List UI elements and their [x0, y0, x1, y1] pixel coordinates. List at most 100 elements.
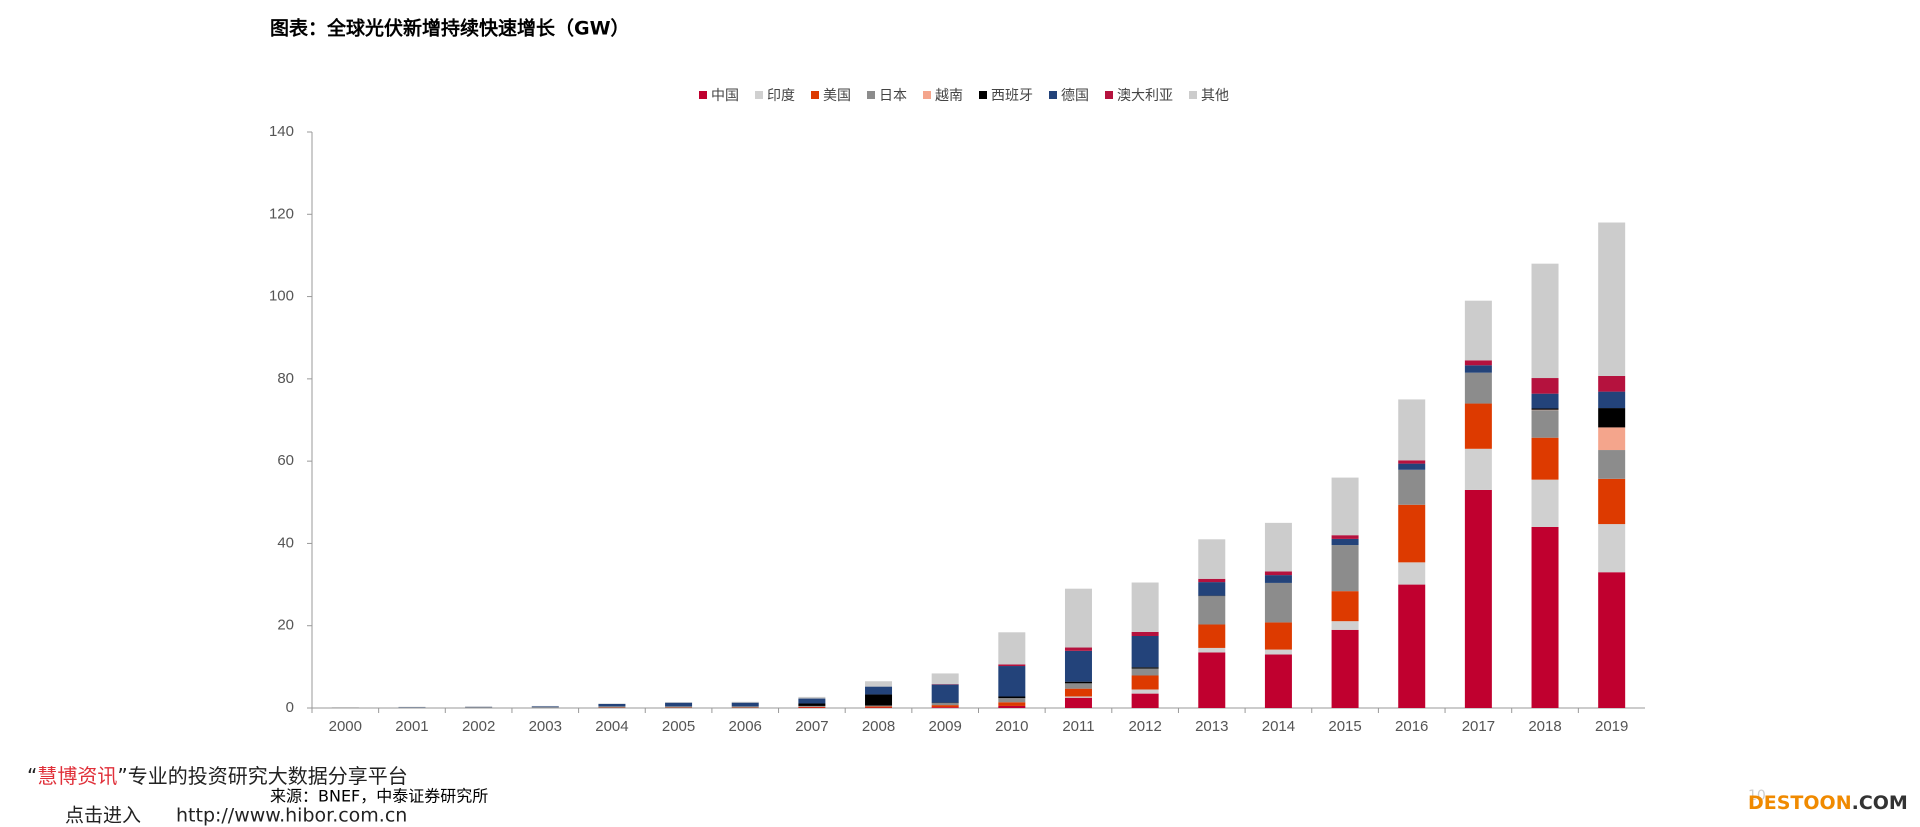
bar-segment	[998, 664, 1026, 667]
bar-segment	[1464, 365, 1492, 373]
bar-segment	[1531, 479, 1559, 527]
bar-segment	[1331, 621, 1359, 630]
bar-segment	[931, 684, 959, 703]
bar-segment	[1198, 578, 1226, 583]
bar-segment	[931, 705, 959, 708]
x-tick-label: 2003	[529, 718, 562, 735]
bar-segment	[1331, 538, 1359, 546]
bar-segment	[1531, 410, 1559, 438]
bar-segment	[931, 703, 959, 706]
bar-segment	[865, 681, 893, 687]
bar-segment	[1198, 539, 1226, 579]
bar-segment	[1531, 408, 1559, 410]
bar-segment	[998, 705, 1026, 708]
x-tick-label: 2016	[1395, 718, 1428, 735]
bar-segment	[1064, 697, 1092, 708]
bar-segment	[865, 686, 893, 695]
bar-segment	[1264, 582, 1292, 623]
enter-link[interactable]: 点击进入	[65, 805, 141, 827]
legend: 中国 印度 美国 日本 越南 西班牙 德国 澳大利亚 其他	[699, 88, 1229, 104]
bar-segment	[1464, 403, 1492, 449]
y-tick-label: 60	[277, 452, 294, 469]
legend-swatch	[1105, 91, 1113, 99]
bar-segment	[1598, 391, 1626, 409]
legend-label: 其他	[1201, 88, 1229, 104]
bar-segment	[998, 702, 1026, 706]
legend-swatch	[867, 91, 875, 99]
x-tick-label: 2002	[462, 718, 495, 735]
bar-segment	[1398, 399, 1426, 461]
y-tick-label: 140	[269, 123, 294, 140]
y-tick-label: 120	[269, 205, 294, 222]
logo-main: DESTOON	[1748, 792, 1852, 814]
x-tick-label: 2012	[1128, 718, 1161, 735]
legend-swatch	[923, 91, 931, 99]
bar-segment	[931, 673, 959, 685]
bar-segment	[465, 707, 493, 708]
url[interactable]: http://www.hibor.com.cn	[176, 805, 407, 827]
bar-segment	[1531, 393, 1559, 409]
x-tick-label: 2010	[995, 718, 1028, 735]
bar-segment	[598, 706, 626, 708]
brand: 慧博资讯	[37, 764, 117, 788]
bar-segment	[1531, 378, 1559, 394]
chart-title: 图表：全球光伏新增持续快速增长（GW）	[270, 17, 630, 40]
legend-swatch	[979, 91, 987, 99]
x-tick-label: 2015	[1328, 718, 1361, 735]
bar-segment	[998, 698, 1026, 703]
bar-segment	[1598, 450, 1626, 479]
watermark: “慧博资讯”专业的投资研究大数据分享平台	[27, 764, 408, 788]
x-tick-label: 2018	[1528, 718, 1561, 735]
bar-segment	[1264, 649, 1292, 655]
bar-segment	[865, 694, 893, 706]
y-tick-label: 0	[286, 699, 294, 716]
x-tick-label: 2013	[1195, 718, 1228, 735]
bar-segment	[1531, 437, 1559, 480]
bar-segment	[1398, 504, 1426, 563]
bar-segment	[598, 703, 626, 707]
bar-segment	[1131, 667, 1159, 669]
legend-label: 日本	[879, 88, 907, 104]
bar-segment	[998, 632, 1026, 665]
bar-segment	[1464, 300, 1492, 361]
bar-segment	[531, 707, 559, 708]
bar-segment	[1264, 571, 1292, 576]
bar-segment	[1598, 524, 1626, 573]
bar-segment	[1131, 693, 1159, 708]
quote: “	[27, 764, 37, 788]
bar-segment	[1264, 522, 1292, 572]
bar-segment	[1264, 575, 1292, 583]
bar-segment	[1331, 545, 1359, 592]
bar-segment	[1398, 460, 1426, 464]
y-tick-label: 80	[277, 370, 294, 387]
bar-segment	[1064, 688, 1092, 697]
bar-segment	[731, 702, 759, 707]
x-tick-label: 2009	[928, 718, 961, 735]
legend-label: 越南	[935, 88, 963, 104]
x-tick-label: 2014	[1262, 718, 1295, 735]
bar-segment	[1398, 469, 1426, 505]
legend-label: 中国	[711, 88, 739, 104]
bar-segment	[998, 666, 1026, 697]
bar-segment	[1064, 588, 1092, 648]
legend-swatch	[1189, 91, 1197, 99]
bar-segment	[1598, 222, 1626, 376]
legend-swatch	[699, 91, 707, 99]
bar-segment	[1131, 636, 1159, 668]
bar-segment	[798, 696, 826, 699]
bar-segment	[665, 702, 693, 707]
legend-label: 印度	[767, 88, 795, 104]
bar-segment	[1464, 360, 1492, 366]
bar-segment	[531, 706, 559, 708]
bar-segment	[1064, 696, 1092, 698]
bar-segment	[1464, 489, 1492, 708]
y-tick-label: 40	[277, 534, 294, 551]
bar-segment	[798, 703, 826, 706]
bar-segment	[1464, 372, 1492, 404]
bar-segment	[1198, 582, 1226, 596]
bar-segment	[1131, 631, 1159, 636]
bar-segment	[1598, 375, 1626, 392]
bar-segment	[1198, 624, 1226, 648]
bar-segment	[731, 701, 759, 703]
